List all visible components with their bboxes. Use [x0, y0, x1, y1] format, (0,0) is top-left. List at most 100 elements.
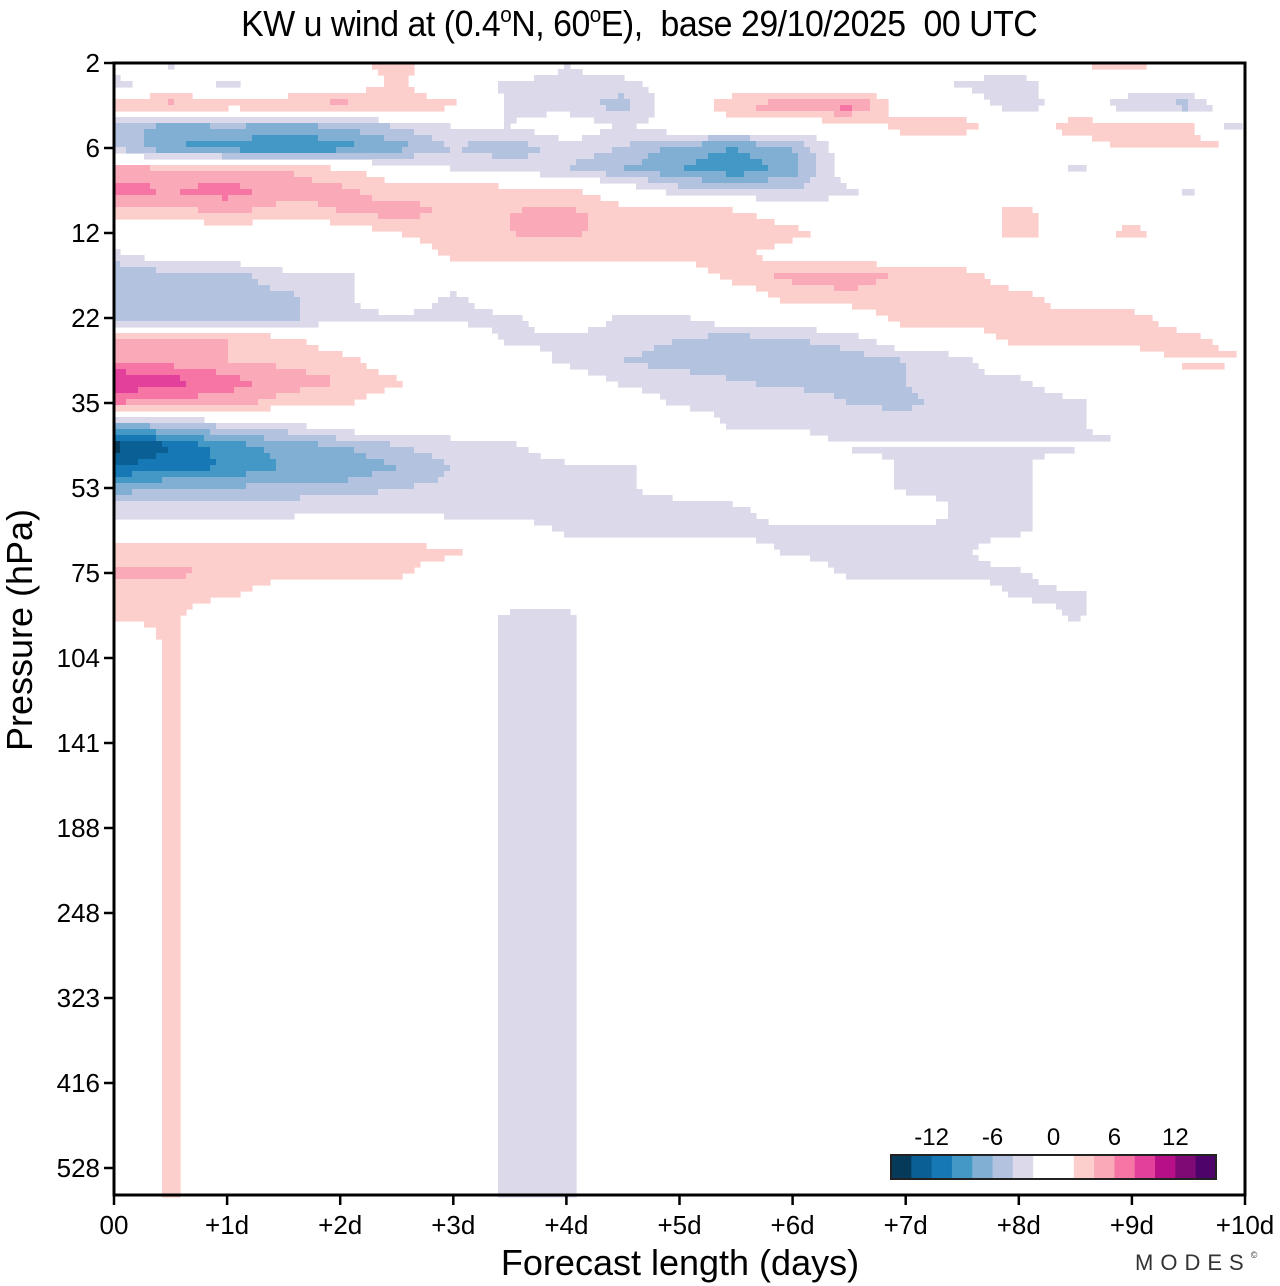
contour-cell [834, 285, 859, 292]
contour-cell [726, 111, 835, 118]
contour-cell [126, 399, 259, 406]
contour-cell [666, 399, 847, 406]
contour-cell [192, 567, 415, 574]
contour-cell [498, 699, 577, 706]
contour-cell [114, 489, 133, 496]
contour-cell [162, 789, 181, 796]
contour-cell [312, 177, 385, 184]
contour-cell [384, 81, 409, 88]
contour-cell [270, 285, 355, 292]
contour-cell [402, 147, 451, 154]
contour-cell [498, 819, 577, 826]
contour-cell [726, 171, 745, 178]
contour-cell [498, 81, 643, 88]
contour-cell [498, 1155, 577, 1162]
x-axis: 00 +1d +2d +3d +4d +5d +6d +7d +8d +9d +10d [100, 1195, 1274, 1240]
contour-cell [906, 363, 979, 370]
contour-cell [114, 105, 229, 112]
contour-cell [498, 669, 577, 676]
contour-cell [348, 477, 439, 484]
contour-cell [1002, 213, 1039, 220]
contour-cell [498, 861, 577, 868]
contour-cell [876, 309, 1135, 316]
contour-cell [132, 471, 247, 478]
contour-cell [396, 465, 451, 472]
contour-cell [432, 453, 541, 460]
contour-cell [1140, 345, 1219, 352]
contour-cell [114, 465, 211, 472]
contour-cell [852, 447, 1075, 454]
contour-cell [498, 1131, 577, 1138]
contour-cell [378, 69, 415, 76]
contour-cell [162, 753, 181, 760]
contour-cell [462, 147, 541, 154]
contour-cell [732, 279, 793, 286]
contour-cell [1002, 105, 1039, 112]
contour-cell [162, 1035, 181, 1042]
contour-cell [162, 645, 181, 652]
contour-cell [450, 147, 463, 154]
contour-cell [498, 867, 577, 874]
contour-cell [498, 915, 577, 922]
contour-cell [450, 291, 457, 298]
contour-cell [420, 213, 511, 220]
contour-cell [756, 195, 829, 202]
contour-cell [894, 465, 1033, 472]
contour-cell [630, 141, 703, 148]
contour-cell [300, 315, 523, 322]
contour-cell [420, 201, 619, 208]
contour-cell [498, 333, 709, 340]
contour-cell [492, 327, 535, 334]
contour-cell [888, 123, 979, 130]
contour-cell [498, 1107, 577, 1114]
contour-cell [996, 333, 1201, 340]
contour-cell [570, 111, 655, 118]
contour-cell [156, 267, 283, 274]
contour-cell [252, 207, 337, 214]
colorbar-tick-label: 12 [1162, 1124, 1189, 1151]
title-part: N, 60 [511, 3, 590, 44]
contour-cell [414, 309, 493, 316]
contour-cell [498, 849, 577, 856]
contour-cell [162, 1083, 181, 1090]
contour-cell [156, 633, 181, 640]
contour-cell [162, 1047, 181, 1054]
contour-cell [114, 363, 175, 370]
contour-cell [972, 87, 1039, 94]
contour-cell [498, 957, 577, 964]
contour-cell [162, 993, 181, 1000]
contour-cell [840, 345, 895, 352]
contour-cell [114, 471, 133, 478]
contour-cell [498, 723, 577, 730]
contour-cell [912, 405, 1087, 412]
contour-cell [882, 405, 913, 412]
contour-cell [1092, 63, 1147, 70]
contour-cell [162, 1173, 181, 1180]
contour-cell [498, 1143, 577, 1150]
contour-cell [498, 1011, 577, 1018]
contour-cell [162, 963, 181, 970]
contour-cell [306, 369, 379, 376]
contour-cell [498, 813, 577, 820]
contour-cell [342, 183, 499, 190]
contour-cell [156, 147, 241, 154]
contour-cell [840, 105, 853, 112]
contour-cell [114, 567, 193, 574]
contour-cell [768, 165, 799, 172]
contour-cell [624, 93, 655, 100]
contour-cell [990, 99, 1045, 106]
contour-cell [162, 957, 181, 964]
contour-cell [114, 561, 421, 568]
contour-cell [318, 441, 391, 448]
contour-cell [156, 627, 181, 634]
contour-cell [498, 693, 577, 700]
contour-cell [498, 1005, 577, 1012]
contour-cell [708, 153, 751, 160]
contour-cell [228, 345, 319, 352]
contour-cell [888, 315, 1153, 322]
contour-cell [498, 885, 577, 892]
contour-cell [114, 459, 139, 466]
contour-cell [372, 225, 511, 232]
y-tick-label: 248 [57, 898, 100, 928]
contour-cell [162, 711, 181, 718]
